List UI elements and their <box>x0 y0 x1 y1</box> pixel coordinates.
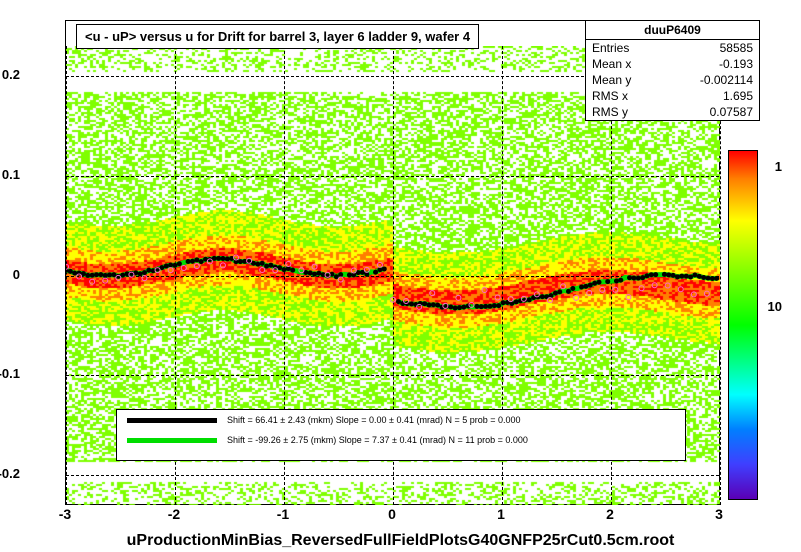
bottom-label: uProductionMinBias_ReversedFullFieldPlot… <box>0 532 801 550</box>
stats-rmsx: RMS x1.695 <box>586 88 759 104</box>
legend-box: Shift = 66.41 ± 2.43 (mkm) Slope = 0.00 … <box>116 409 686 461</box>
colorbar <box>728 150 758 500</box>
plot-title: <u - uP> versus u for Drift for barrel 3… <box>76 24 479 49</box>
legend-swatch-2 <box>127 438 217 443</box>
stats-entries: Entries58585 <box>586 40 759 56</box>
x-axis: -3-2-10123 <box>65 506 720 526</box>
colorbar-gradient <box>728 150 758 500</box>
legend-swatch-1 <box>127 418 217 423</box>
legend-text-1: Shift = 66.41 ± 2.43 (mkm) Slope = 0.00 … <box>227 415 521 425</box>
stats-meany: Mean y-0.002114 <box>586 72 759 88</box>
legend-row-2: Shift = -99.26 ± 2.75 (mkm) Slope = 7.37… <box>117 430 685 450</box>
stats-title: duuP6409 <box>586 21 759 40</box>
y-axis: -0.2-0.100.10.2 <box>25 20 65 505</box>
stats-rmsy: RMS y0.07587 <box>586 104 759 120</box>
stats-meanx: Mean x-0.193 <box>586 56 759 72</box>
legend-text-2: Shift = -99.26 ± 2.75 (mkm) Slope = 7.37… <box>227 435 528 445</box>
legend-row-1: Shift = 66.41 ± 2.43 (mkm) Slope = 0.00 … <box>117 410 685 430</box>
stats-box: duuP6409 Entries58585 Mean x-0.193 Mean … <box>585 20 760 121</box>
plot-container: <u - uP> versus u for Drift for barrel 3… <box>65 20 760 505</box>
